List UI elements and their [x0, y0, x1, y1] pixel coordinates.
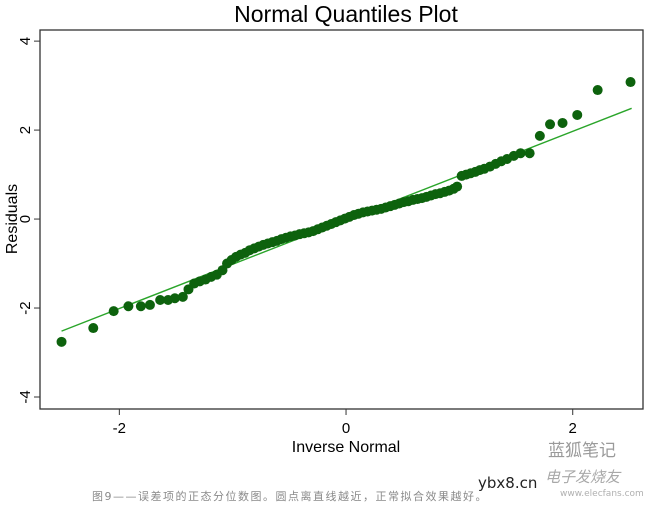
y-tick-label: -2 — [17, 301, 34, 314]
data-point — [88, 323, 99, 334]
data-point — [534, 130, 545, 141]
data-point — [108, 306, 119, 317]
elecfans-watermark: 电子发烧友 — [545, 468, 621, 486]
x-tick-label: -2 — [113, 420, 126, 437]
data-point — [545, 119, 556, 130]
figure-caption: 图9——误差项的正态分位数图。圆点离直线越近，正常拟合效果越好。 — [92, 490, 488, 503]
data-point — [592, 85, 603, 96]
y-tick-label: 0 — [17, 215, 34, 223]
data-point — [123, 301, 134, 312]
data-point — [169, 293, 180, 304]
x-tick-label: 0 — [342, 420, 350, 437]
data-point — [135, 301, 146, 312]
data-point — [557, 117, 568, 128]
data-point — [572, 109, 583, 120]
data-point — [56, 336, 67, 347]
x-tick-label: 2 — [569, 420, 577, 437]
data-point — [625, 77, 636, 88]
y-axis-label: Residuals — [4, 184, 21, 254]
data-point — [524, 148, 535, 159]
chart-title: Normal Quantiles Plot — [234, 1, 458, 27]
data-point — [155, 295, 166, 306]
wechat-watermark: 蓝狐笔记 — [548, 441, 616, 461]
data-point — [177, 291, 188, 302]
y-tick-label: 4 — [17, 37, 34, 45]
site-watermark: ybx8.cn — [478, 474, 538, 492]
y-tick-label: -4 — [17, 390, 34, 403]
elecfans-url-watermark: www.elecfans.com — [560, 489, 644, 499]
x-axis-label: Inverse Normal — [292, 439, 400, 456]
data-point — [452, 181, 463, 192]
data-point — [144, 299, 155, 310]
y-tick-label: 2 — [17, 126, 34, 134]
data-point — [515, 148, 526, 159]
